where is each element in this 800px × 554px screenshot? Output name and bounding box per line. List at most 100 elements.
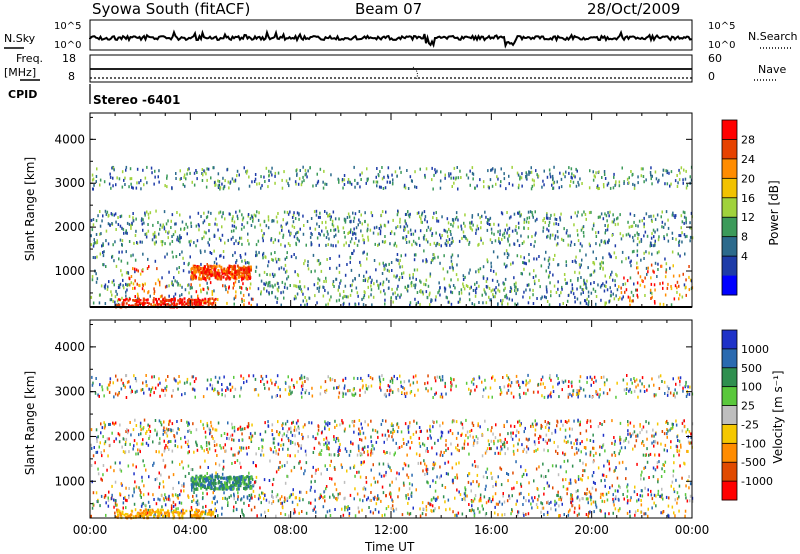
velocity-point xyxy=(111,431,113,435)
power-point xyxy=(263,232,265,236)
power-point xyxy=(505,187,507,191)
power-point xyxy=(533,257,535,261)
power-point xyxy=(602,217,605,221)
power-point xyxy=(515,285,517,289)
power-point xyxy=(678,168,680,172)
power-point xyxy=(465,173,468,177)
power-point xyxy=(487,218,489,222)
power-point xyxy=(135,229,137,233)
velocity-point xyxy=(284,513,287,517)
velocity-point xyxy=(636,493,638,496)
velocity-point xyxy=(257,393,260,397)
power-point xyxy=(123,286,125,290)
velocity-point xyxy=(625,477,627,481)
power-point xyxy=(516,239,519,243)
velocity-point xyxy=(579,459,581,463)
velocity-point xyxy=(272,441,275,445)
power-point xyxy=(353,216,356,220)
velocity-point xyxy=(538,440,540,444)
power-point xyxy=(208,243,210,247)
power-point xyxy=(621,297,623,301)
velocity-point xyxy=(221,383,223,386)
power-point xyxy=(648,251,650,255)
power-point xyxy=(435,244,437,248)
velocity-point xyxy=(204,459,206,463)
velocity-point xyxy=(651,506,653,510)
power-point xyxy=(153,235,156,239)
power-point xyxy=(364,219,366,223)
power-point xyxy=(438,289,440,293)
velocity-point xyxy=(114,480,117,484)
power-point xyxy=(352,279,354,283)
power-point xyxy=(684,252,686,256)
power-point xyxy=(392,218,394,222)
power-point xyxy=(219,210,222,214)
velocity-point xyxy=(218,376,221,380)
power-point xyxy=(550,290,552,294)
power-point xyxy=(640,238,643,242)
power-point xyxy=(395,244,398,248)
power-point xyxy=(347,212,350,216)
velocity-point xyxy=(405,443,408,446)
velocity-point xyxy=(231,385,234,389)
power-point xyxy=(579,249,581,253)
power-point xyxy=(577,239,580,242)
power-point xyxy=(154,242,156,246)
velocity-point xyxy=(374,495,376,499)
power-point xyxy=(609,294,612,298)
velocity-point xyxy=(312,435,314,439)
power-point xyxy=(442,267,444,271)
velocity-point xyxy=(148,424,151,428)
velocity-point xyxy=(290,392,292,396)
velocity-point xyxy=(432,425,434,429)
velocity-point xyxy=(645,430,648,434)
power-point xyxy=(358,218,360,222)
velocity-point xyxy=(142,501,144,505)
velocity-point xyxy=(491,376,493,380)
power-point xyxy=(352,211,354,215)
velocity-point xyxy=(95,377,97,380)
power-point xyxy=(426,220,428,224)
power-point xyxy=(111,293,113,297)
velocity-point xyxy=(112,421,114,425)
velocity-point xyxy=(585,513,588,516)
power-cluster-point xyxy=(242,265,245,269)
velocity-point xyxy=(211,384,214,388)
power-point xyxy=(412,239,415,243)
power-point xyxy=(647,270,649,274)
velocity-point xyxy=(283,464,286,468)
velocity-point xyxy=(626,501,629,505)
velocity-point xyxy=(348,424,351,428)
power-point xyxy=(468,242,470,246)
velocity-point xyxy=(425,387,427,391)
velocity-point xyxy=(650,489,652,493)
power-point xyxy=(669,266,671,270)
power-point xyxy=(571,176,573,180)
velocity-point xyxy=(289,385,291,389)
power-point xyxy=(604,239,606,243)
velocity-point xyxy=(222,446,225,450)
velocity-point xyxy=(376,430,379,434)
velocity-point xyxy=(208,442,211,446)
power-point xyxy=(164,184,166,188)
velocity-point xyxy=(439,436,442,440)
power-cluster-point xyxy=(238,266,240,270)
power-point xyxy=(583,279,585,283)
power-point xyxy=(430,227,432,231)
power-point xyxy=(601,176,603,179)
power-point xyxy=(672,264,674,268)
power-point xyxy=(144,232,146,236)
power-point xyxy=(460,176,462,179)
power-point xyxy=(232,253,234,257)
power-point xyxy=(641,219,643,223)
power-point xyxy=(163,227,166,231)
power-point xyxy=(99,178,102,182)
velocity-point xyxy=(670,427,672,431)
power-point xyxy=(120,214,123,218)
power-cluster-point xyxy=(240,276,243,280)
power-point xyxy=(109,172,111,176)
velocity-point xyxy=(244,427,246,431)
power-point xyxy=(607,240,609,244)
power-point xyxy=(213,234,216,238)
velocity-point xyxy=(240,428,242,432)
